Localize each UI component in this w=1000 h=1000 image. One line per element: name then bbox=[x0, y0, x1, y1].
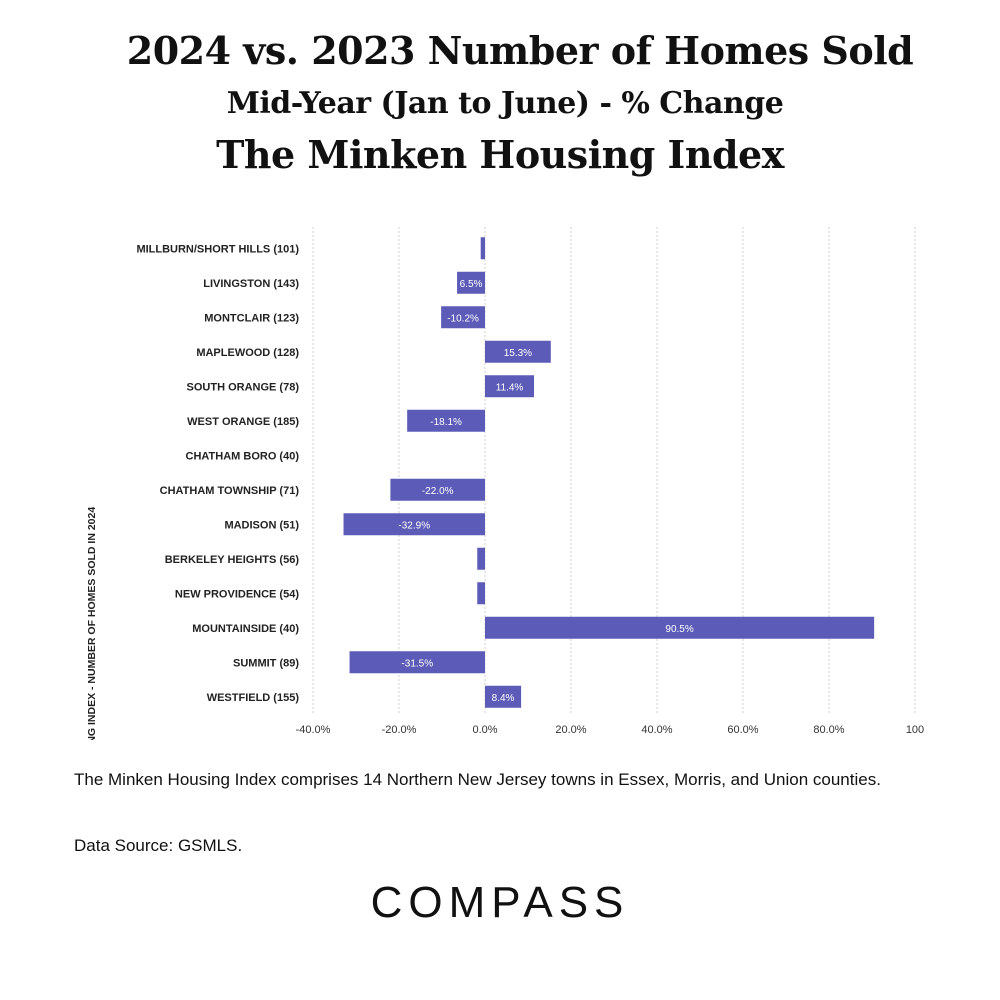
category-label: SOUTH ORANGE (78) bbox=[187, 381, 300, 393]
gridlines bbox=[312, 227, 916, 714]
category-label: SUMMIT (89) bbox=[233, 657, 299, 669]
chart-title: 2024 vs. 2023 Number of Homes Sold bbox=[126, 28, 914, 73]
bar bbox=[485, 616, 875, 639]
data-label: -10.2% bbox=[447, 313, 479, 324]
x-tick-label: 100 bbox=[906, 724, 924, 736]
category-label: WEST ORANGE (185) bbox=[187, 416, 299, 428]
bar bbox=[390, 478, 485, 501]
bar bbox=[480, 237, 485, 260]
bar bbox=[485, 375, 535, 398]
index-title: The Minken Housing Index bbox=[216, 132, 784, 177]
category-label: NEW PROVIDENCE (54) bbox=[175, 588, 299, 600]
data-label: -31.5% bbox=[401, 658, 433, 669]
data-source: Data Source: GSMLS. bbox=[74, 836, 243, 855]
bar bbox=[457, 271, 485, 294]
chart-subtitle: Mid-Year (Jan to June) - % Change bbox=[226, 86, 784, 121]
category-label: CHATHAM TOWNSHIP (71) bbox=[160, 485, 300, 497]
data-label: 15.3% bbox=[504, 348, 532, 359]
category-label: WESTFIELD (155) bbox=[207, 692, 300, 704]
category-label: MADISON (51) bbox=[224, 519, 299, 531]
category-label: MOUNTAINSIDE (40) bbox=[192, 623, 299, 635]
category-label: CHATHAM BORO (40) bbox=[186, 450, 300, 462]
x-tick-label: 80.0% bbox=[813, 724, 844, 736]
bar bbox=[343, 513, 485, 536]
bar bbox=[407, 409, 485, 432]
bar-chart: THE MINKEN HOUSING INDEX - NUMBER OF HOM… bbox=[86, 227, 924, 740]
data-label: -18.1% bbox=[430, 417, 462, 428]
bar bbox=[349, 651, 485, 674]
data-label: -22.0% bbox=[422, 486, 454, 497]
category-label: MILLBURN/SHORT HILLS (101) bbox=[136, 243, 299, 255]
category-label: MONTCLAIR (123) bbox=[204, 312, 299, 324]
data-label: 11.4% bbox=[496, 382, 524, 393]
x-tick-label: 20.0% bbox=[555, 724, 586, 736]
category-label: MAPLEWOOD (128) bbox=[196, 347, 299, 359]
bar bbox=[485, 340, 551, 363]
data-label: 8.4% bbox=[492, 693, 515, 704]
x-tick-label: -20.0% bbox=[382, 724, 417, 736]
compass-logo: COMPASS bbox=[370, 878, 630, 927]
category-label: BERKELEY HEIGHTS (56) bbox=[165, 554, 300, 566]
bar bbox=[441, 306, 485, 329]
x-tick-label: -40.0% bbox=[296, 724, 331, 736]
bar bbox=[477, 582, 485, 605]
y-axis-label: THE MINKEN HOUSING INDEX - NUMBER OF HOM… bbox=[86, 507, 98, 740]
data-label: -32.9% bbox=[398, 520, 430, 531]
footnote: The Minken Housing Index comprises 14 No… bbox=[74, 770, 881, 789]
x-tick-label: 0.0% bbox=[472, 724, 497, 736]
data-label: 6.5% bbox=[460, 279, 483, 290]
data-label: 90.5% bbox=[665, 624, 693, 635]
category-label: LIVINGSTON (143) bbox=[203, 278, 299, 290]
bar bbox=[477, 547, 485, 570]
bar bbox=[485, 685, 522, 708]
x-tick-label: 40.0% bbox=[641, 724, 672, 736]
x-tick-label: 60.0% bbox=[727, 724, 758, 736]
